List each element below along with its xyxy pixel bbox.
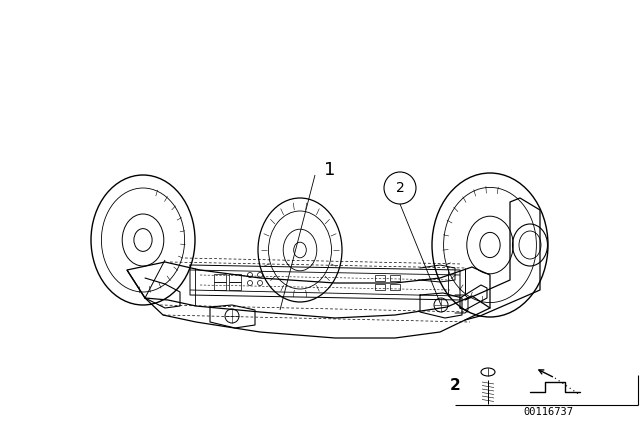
Text: 2: 2 — [450, 378, 460, 392]
Bar — [390, 284, 400, 290]
Text: 1: 1 — [324, 161, 336, 179]
Bar — [229, 274, 241, 282]
Bar — [390, 275, 400, 281]
Bar — [229, 282, 241, 290]
Text: 00116737: 00116737 — [523, 407, 573, 417]
Bar — [214, 274, 226, 282]
Text: 2: 2 — [396, 181, 404, 195]
Bar — [375, 275, 385, 281]
Bar — [214, 282, 226, 290]
Bar — [375, 284, 385, 290]
